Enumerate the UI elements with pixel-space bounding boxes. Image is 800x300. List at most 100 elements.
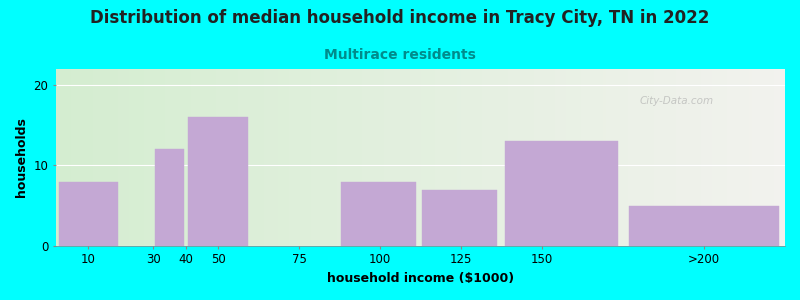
- Bar: [337, 69, 340, 246]
- Bar: [253, 69, 257, 246]
- Bar: [592, 69, 595, 246]
- Bar: [70, 69, 74, 246]
- Bar: [421, 69, 424, 246]
- Bar: [209, 69, 213, 246]
- Bar: [78, 69, 82, 246]
- Bar: [668, 69, 672, 246]
- Bar: [562, 69, 566, 246]
- Bar: [274, 69, 278, 246]
- Bar: [63, 69, 67, 246]
- Bar: [588, 69, 592, 246]
- Bar: [381, 69, 384, 246]
- Bar: [552, 69, 555, 246]
- Bar: [67, 69, 70, 246]
- Bar: [610, 69, 614, 246]
- Bar: [315, 69, 318, 246]
- Bar: [450, 69, 454, 246]
- Bar: [686, 69, 690, 246]
- Bar: [169, 69, 173, 246]
- Bar: [494, 69, 497, 246]
- Bar: [322, 69, 326, 246]
- Bar: [570, 69, 574, 246]
- Bar: [307, 69, 311, 246]
- Bar: [471, 69, 475, 246]
- Bar: [140, 69, 143, 246]
- Bar: [417, 69, 421, 246]
- Bar: [654, 69, 658, 246]
- Bar: [93, 69, 96, 246]
- Bar: [110, 69, 114, 246]
- Bar: [486, 69, 490, 246]
- Bar: [709, 69, 712, 246]
- Bar: [395, 69, 398, 246]
- Bar: [264, 69, 267, 246]
- Bar: [227, 69, 231, 246]
- Bar: [191, 69, 194, 246]
- Bar: [414, 69, 417, 246]
- Bar: [96, 69, 100, 246]
- Bar: [759, 69, 763, 246]
- Bar: [461, 69, 464, 246]
- Bar: [665, 69, 668, 246]
- Bar: [625, 69, 628, 246]
- Bar: [694, 69, 698, 246]
- Bar: [351, 69, 355, 246]
- Bar: [304, 69, 307, 246]
- Bar: [690, 69, 694, 246]
- Bar: [501, 69, 504, 246]
- Bar: [224, 69, 227, 246]
- Bar: [537, 69, 541, 246]
- Bar: [578, 69, 581, 246]
- Bar: [705, 69, 709, 246]
- Bar: [643, 69, 646, 246]
- Bar: [326, 69, 330, 246]
- Bar: [154, 69, 158, 246]
- Bar: [475, 69, 479, 246]
- Bar: [370, 69, 373, 246]
- Bar: [545, 69, 548, 246]
- Bar: [482, 69, 486, 246]
- Bar: [297, 69, 300, 246]
- Bar: [602, 69, 606, 246]
- Bar: [621, 69, 625, 246]
- Bar: [333, 69, 337, 246]
- Bar: [438, 69, 442, 246]
- Bar: [490, 69, 494, 246]
- Bar: [147, 69, 151, 246]
- Bar: [505, 141, 618, 246]
- Bar: [176, 69, 180, 246]
- Bar: [234, 69, 238, 246]
- X-axis label: household income ($1000): household income ($1000): [327, 272, 514, 285]
- Bar: [464, 69, 468, 246]
- Bar: [267, 69, 271, 246]
- Bar: [173, 69, 176, 246]
- Bar: [763, 69, 766, 246]
- Bar: [778, 69, 782, 246]
- Bar: [377, 69, 381, 246]
- Bar: [566, 69, 570, 246]
- Bar: [457, 69, 461, 246]
- Bar: [278, 69, 282, 246]
- Bar: [100, 69, 103, 246]
- Bar: [136, 69, 140, 246]
- Bar: [519, 69, 522, 246]
- Bar: [752, 69, 756, 246]
- Bar: [435, 69, 438, 246]
- Bar: [749, 69, 752, 246]
- Bar: [541, 69, 545, 246]
- Bar: [362, 69, 366, 246]
- Bar: [766, 69, 770, 246]
- Bar: [166, 69, 169, 246]
- Bar: [398, 69, 402, 246]
- Bar: [198, 69, 202, 246]
- Bar: [574, 69, 578, 246]
- Bar: [442, 69, 446, 246]
- Bar: [712, 69, 716, 246]
- Bar: [133, 69, 136, 246]
- Bar: [719, 69, 723, 246]
- Bar: [716, 69, 719, 246]
- Bar: [730, 69, 734, 246]
- Bar: [103, 69, 107, 246]
- Bar: [526, 69, 530, 246]
- Bar: [555, 69, 559, 246]
